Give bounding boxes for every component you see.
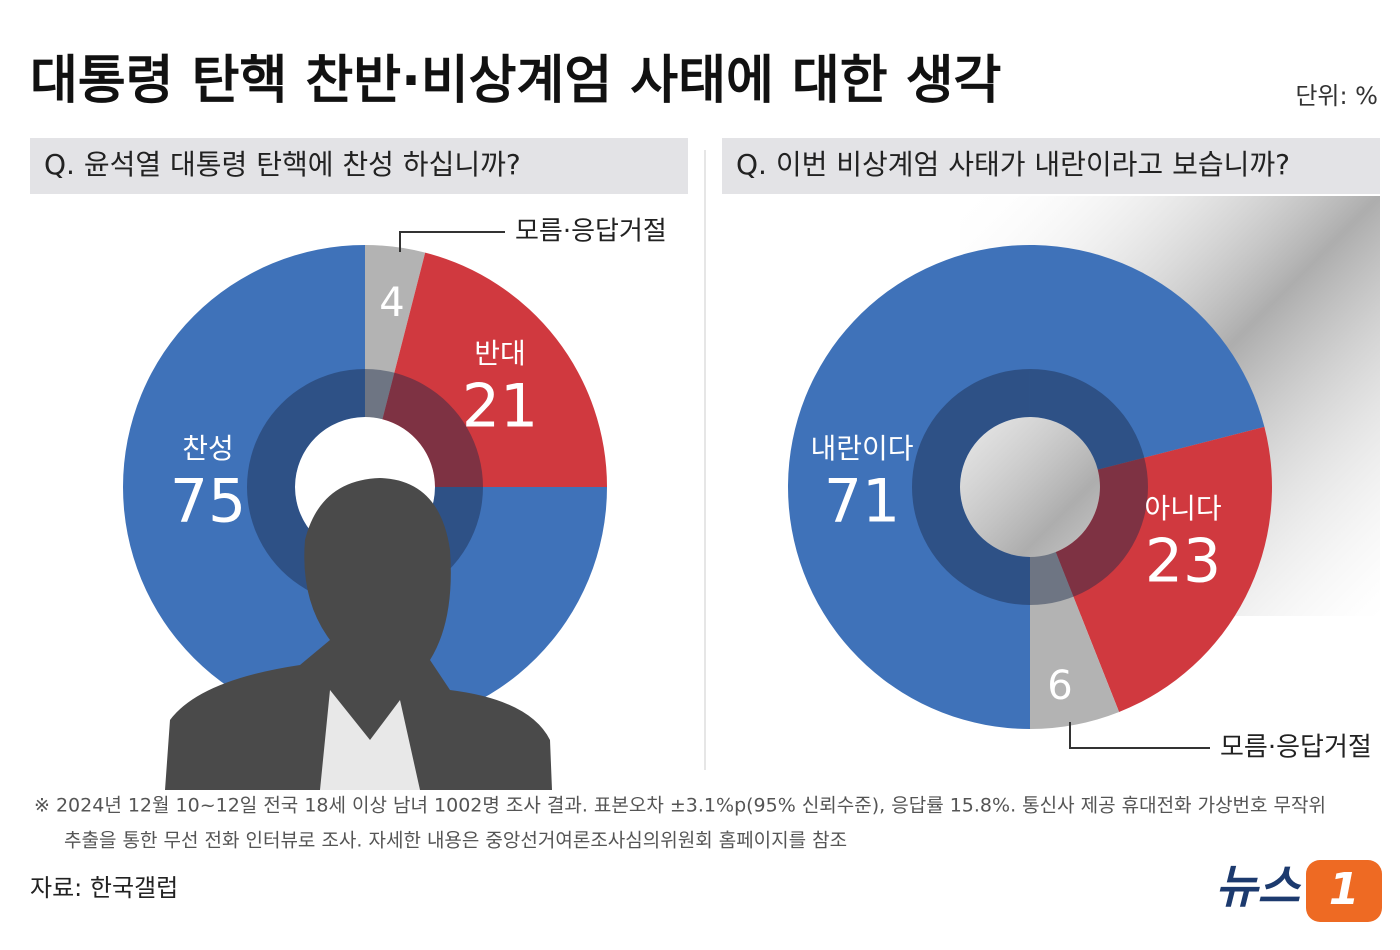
logo-badge	[1306, 860, 1382, 922]
donut-slice	[787, 244, 1265, 729]
category-label: 반대	[474, 337, 526, 370]
page-title: 대통령 탄핵 찬반·비상계엄 사태에 대한 생각	[30, 51, 1001, 111]
donut-slice	[1030, 552, 1120, 729]
value-label: 21	[462, 372, 538, 442]
category-label: 모름·응답거절	[1220, 733, 1372, 763]
donut-slice	[1055, 426, 1272, 713]
unit: 단위: %	[1295, 82, 1378, 110]
value-label: 71	[824, 467, 900, 537]
value-label: 75	[170, 467, 246, 537]
logo-mark: 1	[1329, 864, 1360, 915]
value-label: 6	[1047, 663, 1072, 709]
question: Q. 윤석열 대통령 탄핵에 찬성 하십니까?	[44, 148, 521, 181]
footnote: 추출을 통한 무선 전화 인터뷰로 조사. 자세한 내용은 중앙선거여론조사심의…	[64, 830, 847, 852]
category-label: 아니다	[1144, 492, 1221, 525]
question: Q. 이번 비상계엄 사태가 내란이라고 보습니까?	[736, 148, 1290, 181]
category-label: 내란이다	[810, 432, 913, 465]
leader-line	[1069, 722, 1210, 749]
logo-text: 뉴스	[1215, 860, 1301, 914]
leader-line	[399, 231, 505, 252]
value-label: 4	[379, 280, 404, 326]
donut-slice	[123, 245, 607, 729]
question-bar	[30, 138, 688, 194]
footnote: ※ 2024년 12월 10~12일 전국 18세 이상 남녀 1002명 조사…	[34, 795, 1326, 817]
category-label: 찬성	[182, 432, 234, 465]
donut-slice	[382, 252, 607, 487]
value-label: 23	[1145, 527, 1221, 597]
inner-shade	[911, 369, 1148, 605]
category-label: 모름·응답거절	[515, 217, 667, 247]
question-bar	[722, 138, 1380, 194]
photo-portrait	[165, 478, 552, 790]
donut-slice	[365, 245, 426, 420]
source: 자료: 한국갤럽	[30, 874, 178, 902]
